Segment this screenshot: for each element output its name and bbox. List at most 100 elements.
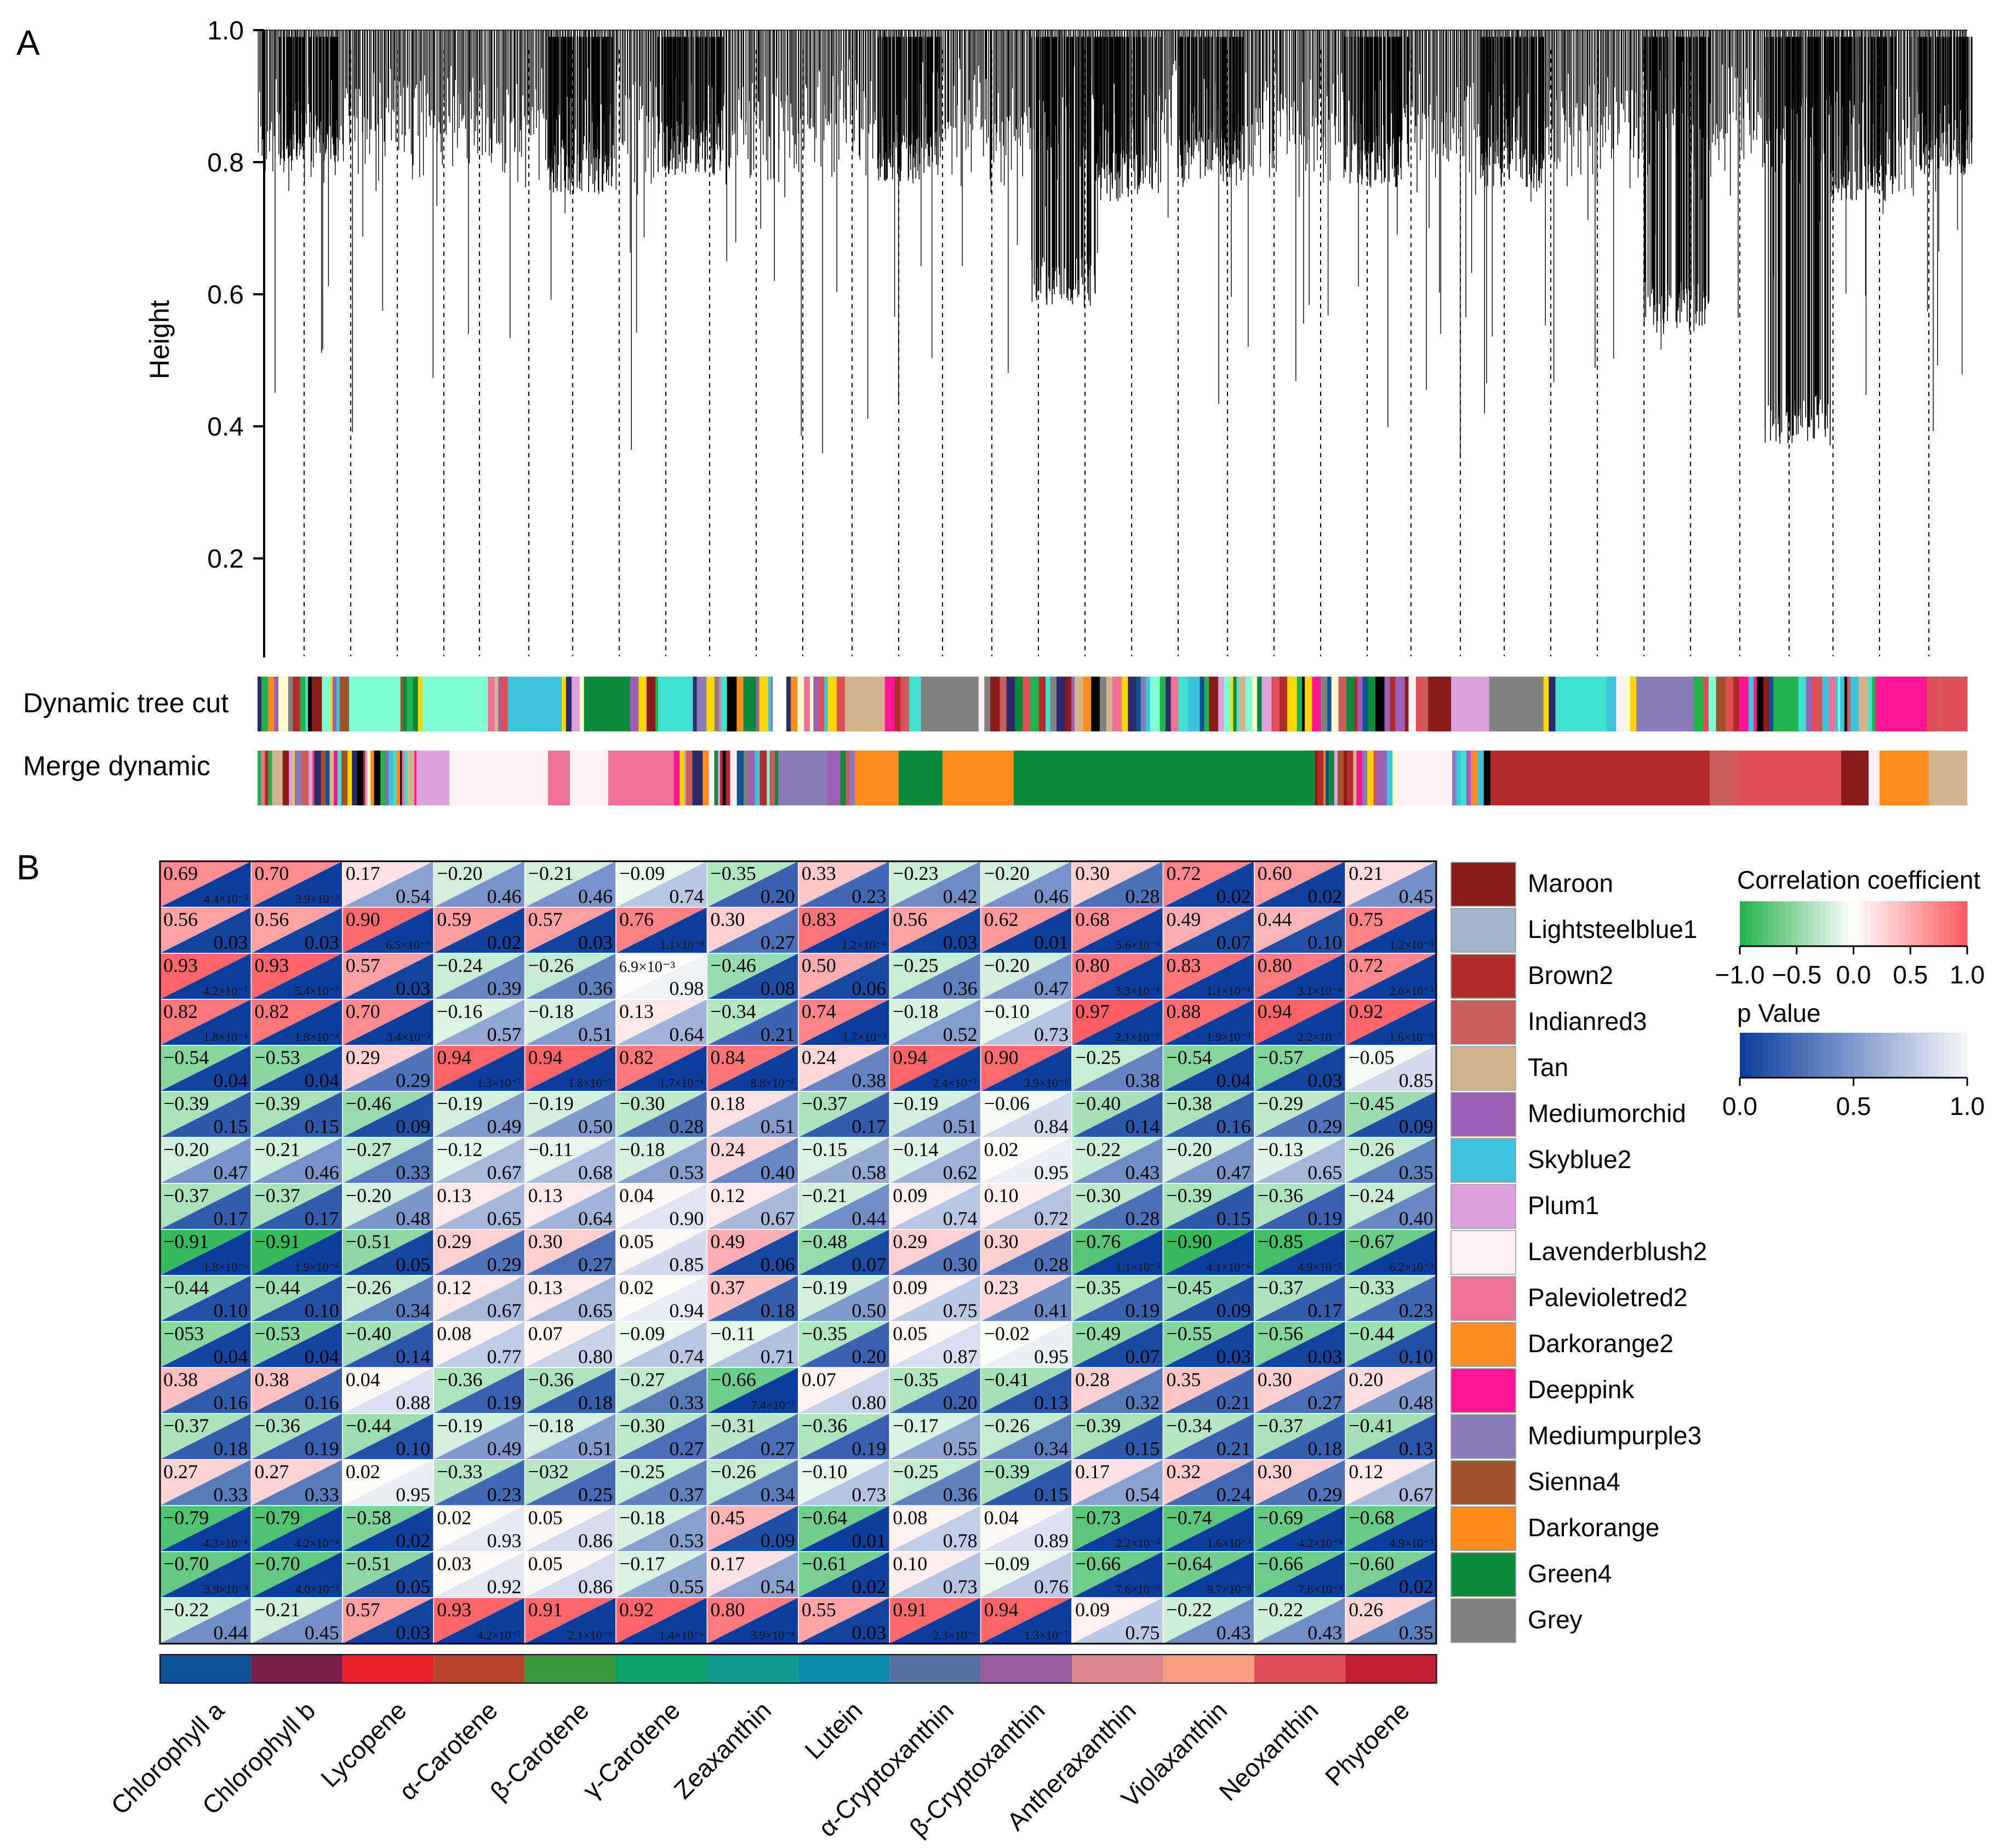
p-value-colorbar-step <box>1944 1033 1951 1078</box>
merge-segment <box>1338 751 1344 805</box>
correlation-label: 0.83 <box>1166 954 1201 976</box>
p-value-cell <box>798 1091 890 1137</box>
correlation-label: 0.24 <box>710 1138 745 1160</box>
p-value-label: 0.67 <box>761 1208 795 1229</box>
correlation-cell <box>524 861 616 907</box>
p-value-label: 3.9×10⁻⁶ <box>1024 1076 1069 1090</box>
p-value-label: 0.04 <box>1217 1069 1251 1091</box>
p-value-cell <box>342 1229 434 1275</box>
p-value-cell <box>889 1598 981 1644</box>
correlation-cell <box>524 1275 616 1321</box>
correlation-label: −0.02 <box>984 1323 1030 1344</box>
p-value-label: 0.64 <box>578 1208 613 1229</box>
p-value-cell <box>342 1506 434 1552</box>
correlation-label: 0.03 <box>437 1553 471 1575</box>
tree-cut-segment <box>1128 677 1137 731</box>
p-value-colorbar-step <box>1933 1033 1939 1078</box>
correlation-label: 0.59 <box>437 908 471 930</box>
correlation-label: −0.26 <box>346 1277 391 1298</box>
correlation-label: −0.73 <box>1075 1507 1121 1529</box>
correlation-cell <box>1345 953 1437 999</box>
dendrogram-y-ticks: 0.2 0.4 0.6 0.8 1.0 <box>207 16 264 574</box>
p-value-colorbar-step <box>1774 1033 1780 1078</box>
tree-cut-segment <box>1145 677 1151 731</box>
correlation-cell <box>707 1183 798 1229</box>
merge-segment <box>1490 751 1551 805</box>
correlation-label: −0.17 <box>893 1415 938 1437</box>
tree-cut-segment <box>718 677 722 731</box>
p-value-label: 0.34 <box>1034 1438 1069 1460</box>
p-value-colorbar-ticks: 0.0 0.5 1.0 <box>1722 1077 1985 1120</box>
p-value-cell <box>1163 861 1254 907</box>
p-value-cell <box>1163 1598 1254 1644</box>
p-value-cell <box>160 1368 252 1414</box>
p-value-label: 0.10 <box>213 1300 248 1321</box>
p-value-cell <box>707 1414 798 1460</box>
tree-cut-segment <box>562 677 567 731</box>
y-tick-label: 0.2 <box>207 545 244 574</box>
correlation-cell <box>1163 861 1254 907</box>
p-value-cell <box>1345 1368 1437 1414</box>
trait-label: Phytoene <box>1320 1696 1415 1791</box>
merge-segment <box>402 751 405 805</box>
correlation-label: 0.04 <box>619 1185 654 1206</box>
p-value-cell <box>524 1137 616 1183</box>
merge-segment <box>386 751 389 805</box>
correlation-label: −0.37 <box>254 1185 300 1206</box>
p-value-cell <box>1254 1506 1346 1552</box>
tree-cut-segment <box>1302 677 1305 731</box>
p-value-label: 0.43 <box>1125 1162 1160 1183</box>
tree-cut-segment <box>339 677 350 731</box>
tree-cut-segment <box>336 677 340 731</box>
p-value-label: 0.38 <box>852 1069 886 1091</box>
tree-cut-segment <box>1112 677 1122 731</box>
correlation-cell <box>433 1321 525 1368</box>
p-value-label: 0.15 <box>305 1115 339 1137</box>
trait-color-bar <box>159 1654 1437 1684</box>
tree-cut-segment <box>693 677 698 731</box>
module-color-swatch <box>1450 862 1516 907</box>
correlation-label: 0.10 <box>893 1553 927 1575</box>
module-color-swatch <box>1450 1506 1516 1551</box>
merge-segment <box>1347 751 1353 805</box>
tree-cut-segment <box>1868 677 1873 731</box>
p-value-cell <box>889 1183 981 1229</box>
tree-cut-segment <box>900 677 906 731</box>
correlation-label: −0.39 <box>163 1092 209 1114</box>
p-value-label: 0.15 <box>1034 1484 1069 1506</box>
p-value-cell <box>160 1137 252 1183</box>
correlation-label: −0.22 <box>163 1599 209 1621</box>
p-value-label: 0.18 <box>213 1438 248 1460</box>
correlation-cell <box>1163 953 1254 999</box>
correlation-label: 0.13 <box>528 1185 563 1206</box>
p-value-cell <box>433 1137 525 1183</box>
p-value-cell <box>980 1183 1072 1229</box>
tree-cut-segment <box>1428 677 1452 731</box>
p-value-label: 0.19 <box>305 1438 339 1460</box>
correlation-label: 0.27 <box>163 1461 198 1483</box>
panel-a: A Height 0.2 0.4 0.6 0.8 1.0 Dynamic tree cu… <box>16 16 1973 805</box>
correlation-cell <box>1345 1183 1437 1229</box>
correlation-legend-title: Correlation coefficient <box>1737 866 1980 894</box>
correlation-label: 0.08 <box>437 1323 471 1344</box>
merge-segment <box>548 751 570 805</box>
p-value-cell <box>251 1137 342 1183</box>
p-value-label: 1.9×10⁻⁵ <box>1207 1030 1251 1044</box>
p-value-cell <box>1163 1137 1254 1183</box>
correlation-label: 0.23 <box>984 1277 1019 1298</box>
p-value-label: 0.98 <box>669 977 704 999</box>
correlation-cell <box>433 861 525 907</box>
correlation-label: −0.19 <box>802 1277 847 1298</box>
p-value-label: 0.21 <box>761 1023 795 1045</box>
correlation-label: −0.17 <box>619 1553 665 1575</box>
p-value-label: 0.78 <box>943 1530 978 1552</box>
p-value-cell <box>616 1506 707 1552</box>
p-value-label: 0.04 <box>213 1346 248 1368</box>
p-value-cell <box>1072 1506 1163 1552</box>
p-value-label: 0.07 <box>852 1254 886 1275</box>
correlation-label: 0.50 <box>802 954 836 976</box>
p-value-cell <box>524 1414 616 1460</box>
p-value-cell <box>433 1598 525 1644</box>
p-value-label: 0.73 <box>943 1576 978 1598</box>
y-tick-label: 1.0 <box>207 16 244 45</box>
